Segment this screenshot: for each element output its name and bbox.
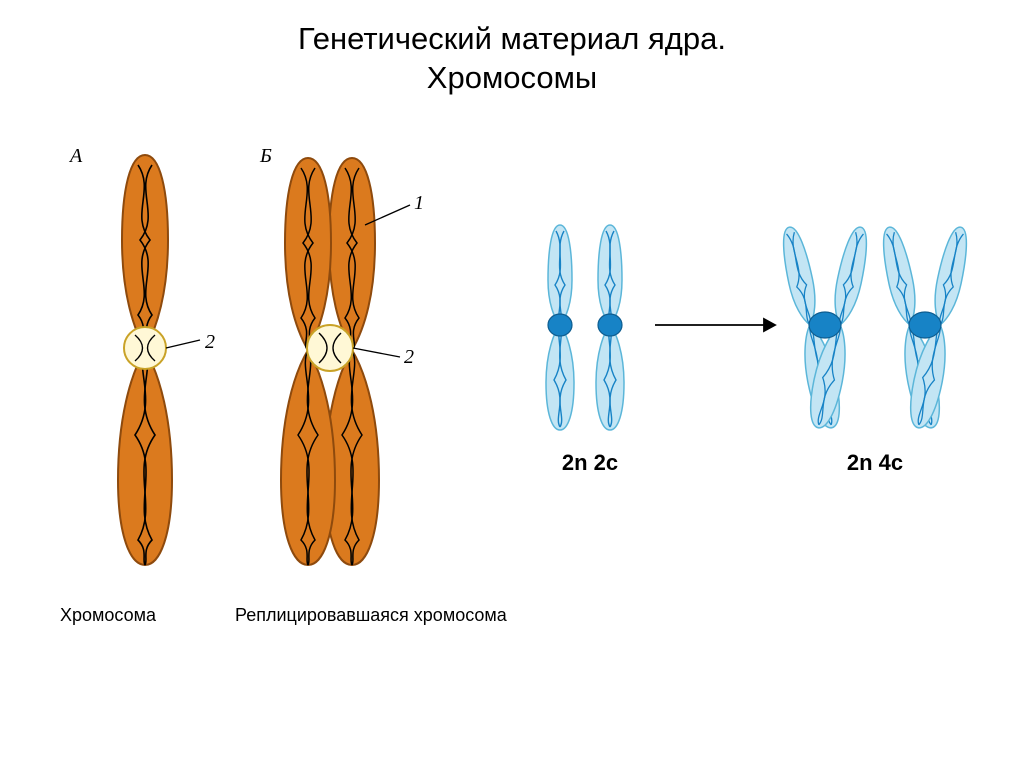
formula-2n4c: 2n 4c <box>835 450 915 476</box>
diagram-area: А 2 Б <box>0 140 1024 640</box>
page-title: Генетический материал ядра. Хромосомы <box>0 0 1024 98</box>
panel-a-caption: Хромосома <box>60 605 156 626</box>
panel-b-caption: Реплицировавшаяся хромосома <box>235 605 507 626</box>
formula-2n2c: 2n 2c <box>550 450 630 476</box>
title-line-1: Генетический материал ядра. <box>298 21 726 56</box>
panel-b-label-1: 1 <box>414 192 424 215</box>
chrom-2n2c-pair <box>546 225 624 430</box>
panel-b-label-2: 2 <box>404 346 414 369</box>
title-line-2: Хромосомы <box>427 60 597 95</box>
chromosome-replicated <box>235 150 465 570</box>
chrom-2n4c-pair <box>776 224 975 430</box>
chromosome-single <box>60 150 230 570</box>
panel-a-label-2: 2 <box>205 331 215 354</box>
arrow-icon <box>655 319 775 331</box>
